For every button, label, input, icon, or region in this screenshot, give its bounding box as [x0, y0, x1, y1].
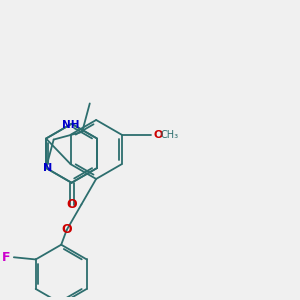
- Text: CH₃: CH₃: [161, 130, 179, 140]
- Text: O: O: [66, 198, 77, 211]
- Text: N: N: [43, 163, 52, 173]
- Text: O: O: [153, 130, 163, 140]
- Text: NH: NH: [62, 120, 79, 130]
- Text: O: O: [61, 224, 72, 236]
- Text: F: F: [2, 251, 10, 264]
